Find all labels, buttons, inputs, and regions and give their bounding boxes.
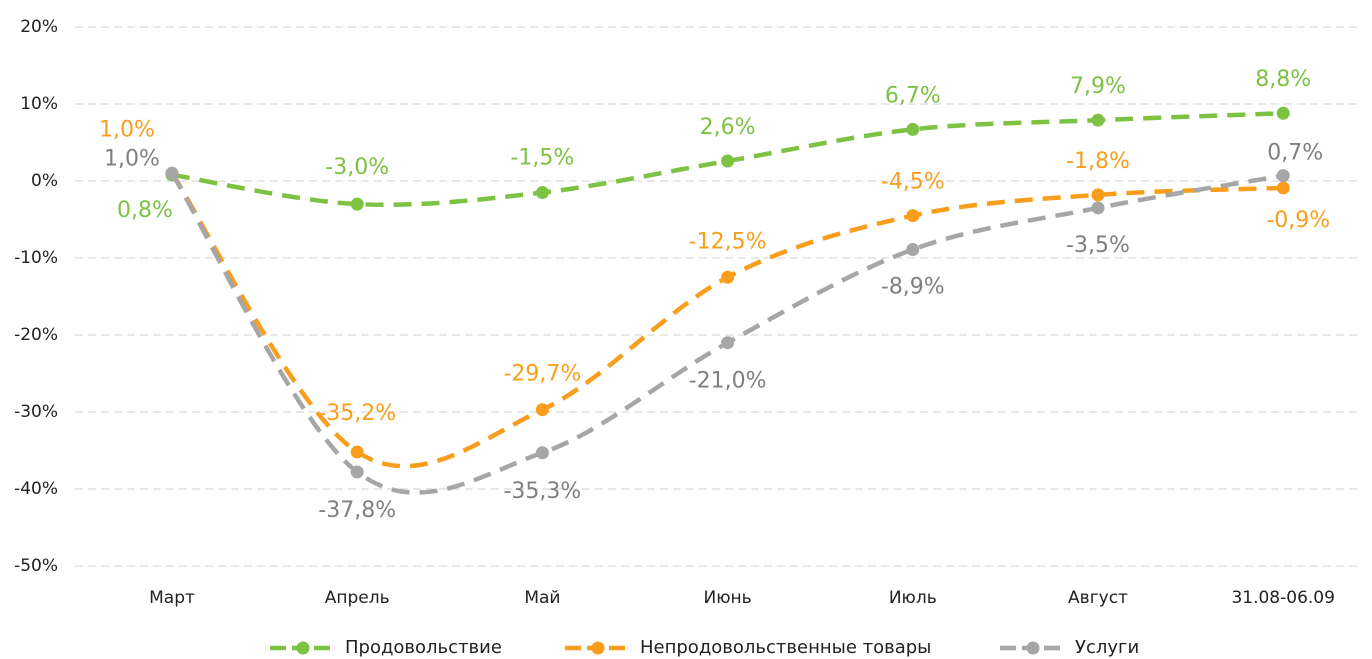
value-label: 7,9% — [1070, 74, 1126, 99]
point — [721, 336, 735, 350]
point — [721, 154, 735, 168]
point — [1276, 181, 1290, 195]
point — [350, 445, 364, 459]
point — [1276, 106, 1290, 120]
value-label: -12,5% — [689, 229, 767, 254]
point — [1091, 188, 1105, 202]
x-tick-label: Апрель — [325, 588, 390, 608]
series-line — [170, 172, 1284, 495]
point — [350, 197, 364, 211]
value-label: -37,8% — [318, 498, 396, 523]
point — [350, 465, 364, 479]
y-tick-label: -50% — [14, 556, 58, 576]
point — [721, 270, 735, 284]
y-tick-label: 20% — [20, 17, 58, 37]
value-label: 0,7% — [1267, 141, 1323, 166]
point — [1276, 169, 1290, 183]
x-tick-label: Июнь — [704, 588, 752, 608]
x-tick-label: Март — [149, 588, 195, 608]
value-label: 1,0% — [104, 146, 160, 171]
x-tick-label: Июль — [889, 588, 937, 608]
y-tick-label: -30% — [14, 402, 58, 422]
y-tick-label: -10% — [14, 248, 58, 268]
point — [906, 243, 920, 257]
value-label: 8,8% — [1255, 67, 1311, 92]
legend-marker — [296, 641, 310, 655]
point — [1091, 201, 1105, 215]
point — [906, 209, 920, 223]
value-label: 2,6% — [700, 115, 756, 140]
legend-label: Непродовольственные товары — [640, 637, 931, 658]
series-line — [170, 172, 1284, 469]
y-tick-label: 10% — [20, 94, 58, 114]
value-label: -3,5% — [1066, 233, 1130, 258]
legend-label: Продовольствие — [345, 637, 502, 658]
value-label: -1,8% — [1066, 149, 1130, 174]
x-tick-label: Май — [524, 588, 560, 608]
x-tick-label: Август — [1068, 588, 1128, 608]
legend-label: Услуги — [1075, 637, 1139, 658]
x-tick-label: 31.08-06.09 — [1231, 588, 1334, 608]
point — [906, 122, 920, 136]
value-label: 0,8% — [117, 198, 173, 223]
point — [535, 186, 549, 200]
legend-marker — [1026, 641, 1040, 655]
point — [165, 166, 179, 180]
value-label: -29,7% — [503, 362, 581, 387]
y-tick-label: -40% — [14, 479, 58, 499]
legend-marker — [591, 641, 605, 655]
value-label: -3,0% — [325, 155, 389, 180]
value-label: -8,9% — [881, 275, 945, 300]
value-label: -35,2% — [318, 401, 396, 426]
value-label: -1,5% — [510, 146, 574, 171]
value-label: 1,0% — [99, 117, 155, 142]
y-tick-label: 0% — [31, 171, 58, 191]
value-label: -21,0% — [689, 369, 767, 394]
value-label: -35,3% — [503, 479, 581, 504]
point — [535, 446, 549, 460]
point — [1091, 113, 1105, 127]
y-tick-label: -20% — [14, 325, 58, 345]
point — [535, 403, 549, 417]
value-label: 6,7% — [885, 83, 941, 108]
value-label: -0,9% — [1266, 208, 1330, 233]
value-label: -4,5% — [881, 170, 945, 195]
